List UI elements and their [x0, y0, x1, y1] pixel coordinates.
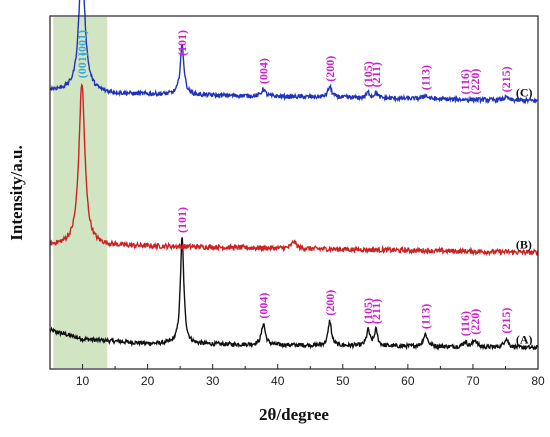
- peak-label-a-5: (113): [418, 304, 432, 329]
- peak-label-a-6: (116): [458, 311, 472, 336]
- x-tick-label-5: 60: [401, 374, 415, 388]
- peak-label-c-8: (220): [468, 69, 482, 95]
- peak-label-c-0: (001): [75, 30, 89, 56]
- x-tick-label-4: 50: [336, 374, 350, 388]
- x-tick-label-2: 30: [206, 374, 220, 388]
- peak-label-a-2: (200): [323, 290, 337, 316]
- series-label-b: (B): [516, 237, 532, 251]
- series-label-a: (A): [516, 333, 533, 347]
- x-tick-label-0: 10: [76, 374, 90, 388]
- x-tick-label-6: 70: [466, 374, 480, 388]
- peak-label-a-7: (220): [468, 309, 482, 335]
- series-layer: [49, 0, 539, 351]
- x-axis-title: 2θ/degree: [259, 405, 329, 424]
- peak-label-a-1: (004): [256, 293, 270, 319]
- peak-label-c-5: (211): [369, 62, 383, 87]
- peak-label-c-1: (101): [175, 30, 189, 56]
- peak-label-c-3: (200): [323, 56, 337, 82]
- x-tick-label-1: 20: [141, 374, 155, 388]
- peak-label-c-2: (004): [256, 58, 270, 84]
- peak-label-c-6: (113): [418, 65, 432, 90]
- peak-label-a-0: (101): [175, 207, 189, 233]
- highlight-band: [53, 17, 108, 368]
- x-tick-label-7: 80: [531, 374, 545, 388]
- series-label-c: (C): [516, 86, 533, 100]
- peak-label-a-8: (215): [499, 308, 513, 334]
- series-line-b: [49, 83, 539, 257]
- peak-label-a-4: (211): [369, 299, 383, 324]
- peak-label-c-7: (116): [458, 69, 472, 94]
- series-line-a: [49, 237, 539, 351]
- x-axis-ticks: 10 20 30 40 50 60 70 80: [76, 364, 545, 388]
- peak-labels-layer: (A)(101)(004) (200) (105)(211) (113) (116)(2…: [75, 30, 533, 347]
- plot-frame: [49, 15, 539, 370]
- peak-label-c-4: (105): [361, 61, 375, 87]
- peak-label-a-3: (105): [361, 298, 375, 324]
- peak-label-b-0: (001): [75, 52, 89, 78]
- peak-label-c-9: (215): [499, 66, 513, 92]
- x-tick-label-3: 40: [271, 374, 285, 388]
- series-line-c: [49, 0, 538, 105]
- y-axis-title: Intensity/a.u.: [7, 145, 26, 240]
